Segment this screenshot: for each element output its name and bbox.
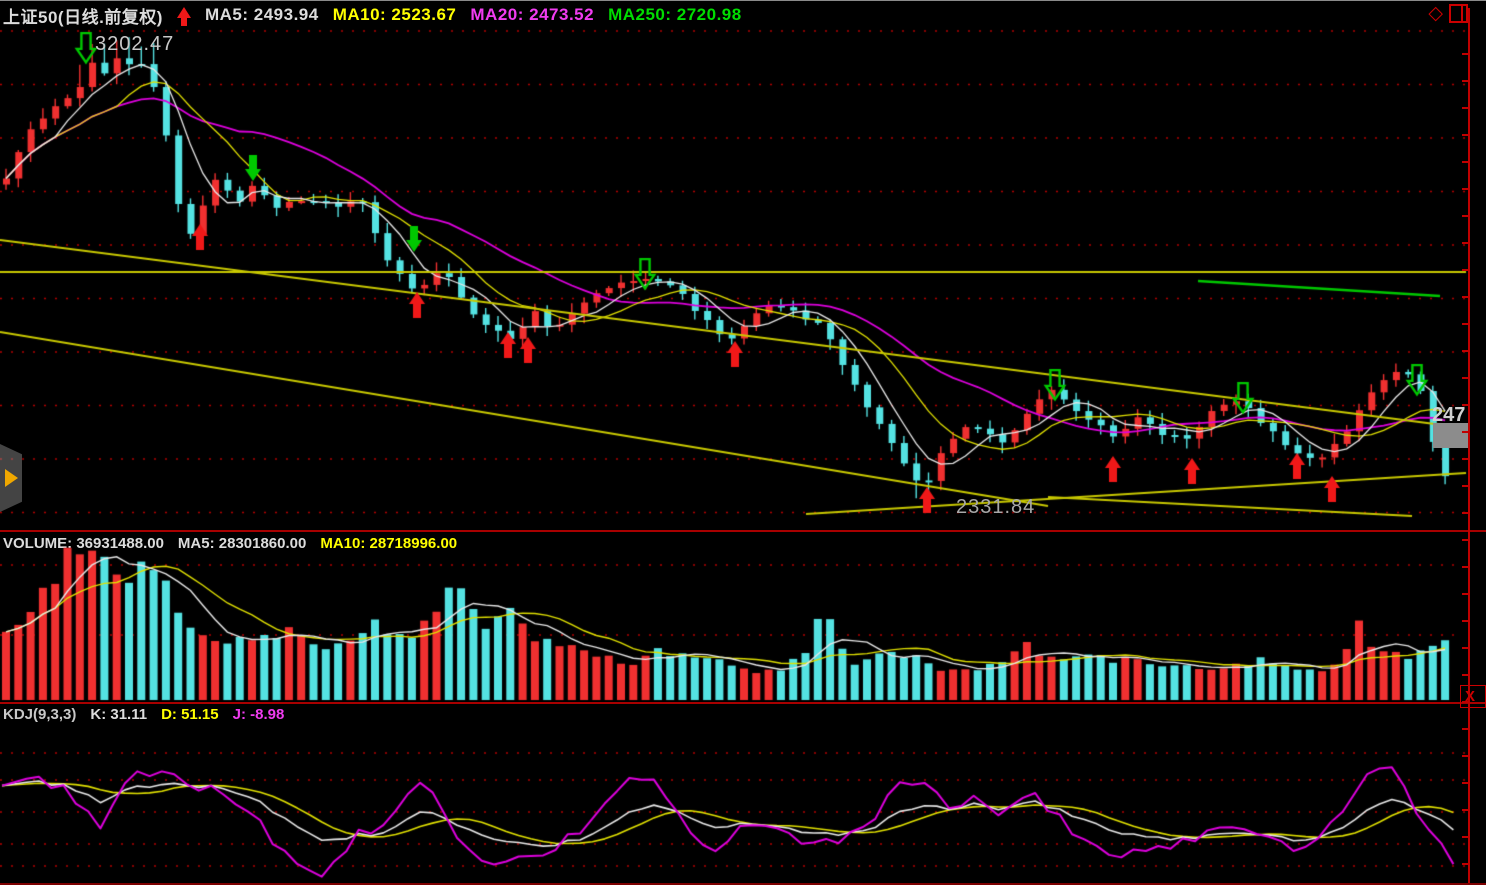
ma20-value: MA20: 2473.52 [470,5,595,24]
chart-header: 上证50(日线.前复权) MA5: 2493.94 MA10: 2523.67 … [0,2,1486,28]
window-top-divider [0,0,1486,1]
side-panel-handle[interactable] [0,444,22,512]
ma10-value: MA10: 2523.67 [332,5,457,24]
kdj-chart-canvas[interactable] [0,704,1486,885]
price-volume-divider [0,530,1486,532]
instrument-title: 上证50(日线.前复权) [3,7,163,27]
expand-arrow-icon [4,469,18,487]
split-window-icon[interactable] [1449,4,1468,23]
peak-price-label: 3202.47 [95,33,175,55]
ma5-value: MA5: 2493.94 [204,5,319,24]
bottom-border [0,883,1486,885]
price-chart-canvas[interactable] [0,28,1486,530]
last-price-label: 247 [1432,404,1466,426]
right-axis-border [1468,8,1470,885]
volume-chart-canvas[interactable] [0,533,1486,702]
header-icons: ◇ [1428,4,1468,23]
up-arrow-icon [176,6,191,26]
right-axis-ticks [1462,28,1468,883]
volume-kdj-divider [0,702,1486,704]
ma250-value: MA250: 2720.98 [608,5,742,24]
low-price-label: 2331.84 [956,496,1036,518]
diamond-icon[interactable]: ◇ [1428,3,1443,24]
